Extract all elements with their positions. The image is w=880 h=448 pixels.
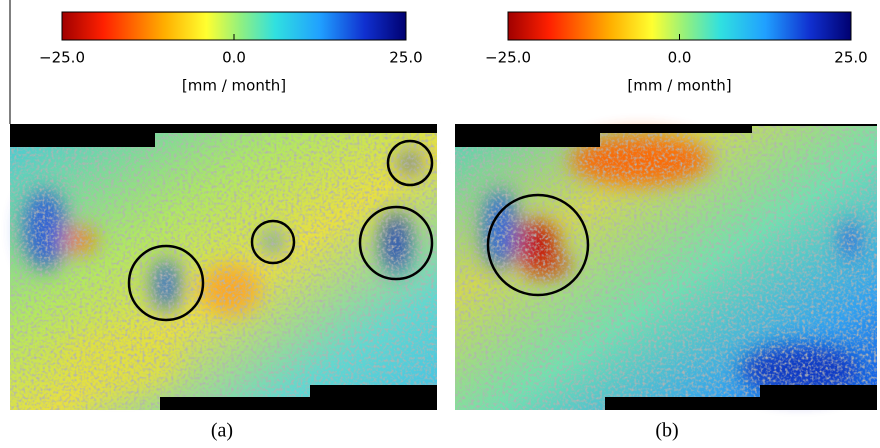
map-b — [455, 124, 877, 410]
panel-caption: (b) — [655, 420, 678, 442]
colorbar-unit: [mm / month] — [627, 77, 731, 95]
map-a — [10, 124, 437, 410]
figure: −25.0 0.0 25.0 [mm / month] (a) −25.0 0.0 25.0 [… — [0, 0, 880, 448]
colorbar-unit: [mm / month] — [182, 77, 286, 95]
colorbar: −25.0 0.0 25.0 [mm / month] — [485, 12, 868, 95]
colorbar-tick-label: 25.0 — [834, 49, 867, 67]
panel-caption: (a) — [211, 420, 233, 442]
colorbar-tick-label: −25.0 — [485, 49, 531, 67]
colorbar-tick-label: −25.0 — [39, 49, 85, 67]
colorbar-tick-label: 0.0 — [222, 49, 246, 67]
colorbar-tick-label: 25.0 — [389, 49, 422, 67]
colorbar-tick-label: 0.0 — [668, 49, 692, 67]
colorbar: −25.0 0.0 25.0 [mm / month] — [39, 12, 423, 95]
